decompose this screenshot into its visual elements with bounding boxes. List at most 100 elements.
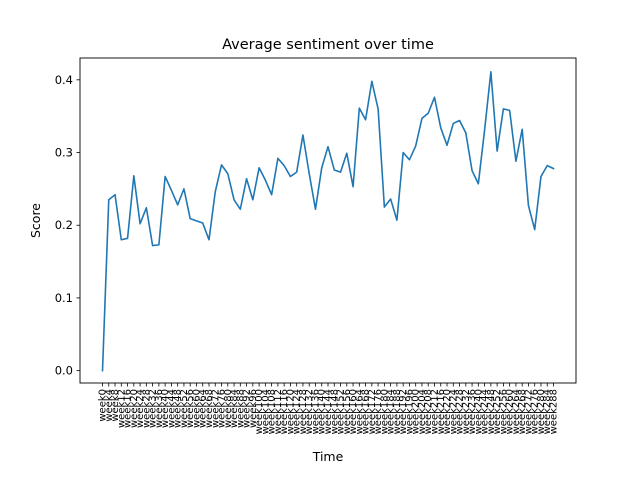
x-tick-label: week124 — [292, 389, 303, 434]
data-point — [189, 217, 191, 219]
data-point — [295, 171, 297, 173]
data-point — [421, 117, 423, 119]
data-point — [308, 172, 310, 174]
data-point — [383, 206, 385, 208]
data-point — [202, 222, 204, 224]
data-point — [414, 145, 416, 147]
x-tick-label: week160 — [348, 389, 359, 434]
x-tick-label: week60 — [191, 389, 202, 428]
x-tick-label: week104 — [260, 389, 271, 434]
data-point — [477, 183, 479, 185]
x-tick-label: week156 — [342, 389, 353, 434]
x-tick-label: week132 — [304, 389, 315, 434]
x-tick-label: week280 — [536, 389, 547, 434]
data-point — [327, 146, 329, 148]
x-tick-label: week260 — [505, 389, 516, 434]
data-point — [133, 175, 135, 177]
data-point — [239, 208, 241, 210]
x-tick-label: week180 — [379, 389, 390, 434]
x-tick-label: week116 — [279, 389, 290, 434]
x-tick-label: week152 — [336, 389, 347, 434]
data-point — [371, 80, 373, 82]
x-tick-label: week228 — [455, 389, 466, 434]
data-point — [139, 223, 141, 225]
x-tick-label: week276 — [530, 389, 541, 434]
data-point — [170, 189, 172, 191]
x-tick-label: week248 — [486, 389, 497, 434]
x-tick-label: week240 — [473, 389, 484, 434]
x-tick-label: week236 — [467, 389, 478, 434]
data-point — [402, 151, 404, 153]
plot-area: 0.00.10.20.30.4week0week4week8week12week… — [55, 71, 560, 434]
data-point — [540, 175, 542, 177]
data-point — [396, 219, 398, 221]
x-tick-label: week140 — [317, 389, 328, 434]
y-axis-label: Score — [28, 203, 43, 238]
data-point — [452, 122, 454, 124]
x-tick-label: week168 — [361, 389, 372, 434]
data-point — [433, 96, 435, 98]
data-point — [289, 175, 291, 177]
data-point — [552, 167, 554, 169]
data-point — [483, 129, 485, 131]
x-tick-label: week4 — [104, 389, 115, 422]
data-point — [114, 193, 116, 195]
data-point — [490, 71, 492, 73]
data-point — [465, 132, 467, 134]
x-tick-label: week92 — [242, 389, 253, 428]
data-point — [527, 204, 529, 206]
data-point — [101, 369, 103, 371]
x-tick-label: week220 — [442, 389, 453, 434]
data-point — [546, 164, 548, 166]
x-tick-label: week112 — [273, 389, 284, 434]
x-tick-label: week12 — [116, 389, 127, 428]
data-point — [176, 204, 178, 206]
x-tick-label: week196 — [404, 389, 415, 434]
data-point — [333, 169, 335, 171]
data-point — [314, 208, 316, 210]
data-point — [521, 128, 523, 130]
x-tick-label: week192 — [398, 389, 409, 434]
x-tick-label: week208 — [423, 389, 434, 434]
data-point — [389, 198, 391, 200]
x-tick-label: week224 — [448, 389, 459, 434]
x-tick-label: week64 — [198, 389, 209, 428]
x-tick-label: week108 — [267, 389, 278, 434]
x-tick-label: week80 — [223, 389, 234, 428]
data-point — [408, 159, 410, 161]
x-tick-label: week244 — [480, 389, 491, 434]
x-tick-label: week120 — [285, 389, 296, 434]
data-point — [364, 119, 366, 121]
data-point — [245, 177, 247, 179]
x-tick-label: week32 — [148, 389, 159, 428]
x-tick-label: week172 — [367, 389, 378, 434]
x-tick-label: week72 — [210, 389, 221, 428]
data-point — [145, 207, 147, 209]
x-tick-label: week24 — [135, 389, 146, 428]
y-tick-label: 0.3 — [55, 146, 73, 160]
data-point — [195, 220, 197, 222]
data-point — [270, 193, 272, 195]
x-tick-label: week136 — [310, 389, 321, 434]
x-tick-label: week204 — [417, 389, 428, 434]
data-point — [233, 199, 235, 201]
x-tick-label: week212 — [429, 389, 440, 434]
x-tick-label: week0 — [98, 389, 109, 422]
data-point — [346, 152, 348, 154]
data-point — [377, 108, 379, 110]
data-point — [496, 150, 498, 152]
y-tick-label: 0.1 — [55, 291, 73, 305]
series-line — [101, 71, 555, 372]
data-point — [321, 167, 323, 169]
x-tick-label: week52 — [179, 389, 190, 428]
x-tick-label: week48 — [173, 389, 184, 428]
data-point — [283, 164, 285, 166]
x-tick-label: week36 — [154, 389, 165, 428]
data-point — [502, 108, 504, 110]
data-point — [183, 188, 185, 190]
x-tick-label: week256 — [498, 389, 509, 434]
x-tick-label: week272 — [523, 389, 534, 434]
x-tick-label: week20 — [129, 389, 140, 428]
x-tick-label: week264 — [511, 389, 522, 434]
